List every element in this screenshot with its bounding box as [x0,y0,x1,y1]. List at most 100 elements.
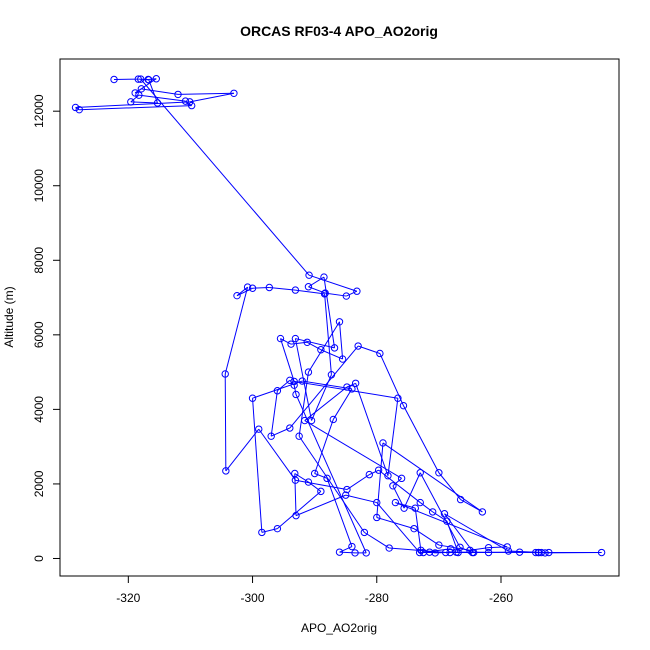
series-line-segment [314,473,328,479]
data-point [248,284,257,292]
series-line-segment [134,88,142,94]
series-line-segment [293,385,297,395]
x-tick-label: -260 [489,591,513,605]
data-point [389,482,397,490]
y-axis: 0 2000 4000 6000 8000 10000 12000 [32,94,61,562]
data-point [304,283,313,291]
series-line-segment [320,349,343,360]
data-point [342,491,350,499]
series-line-segment [130,94,140,103]
series-line-segment [382,442,483,513]
data-point [532,548,540,557]
data-point [305,271,313,279]
series-line-segment [308,321,340,373]
data-point [362,549,370,557]
data-point [258,528,266,537]
data-point [110,75,118,84]
series-line-segment [277,379,291,392]
series-line-segment [346,290,358,297]
data-point [431,549,439,557]
data-point [243,283,252,291]
series-line-segment [419,472,461,548]
series-lines [75,78,602,554]
series-line-segment [345,494,377,504]
series-line-segment [295,338,335,349]
data-point [419,548,428,557]
data-point [342,292,351,300]
series-points [71,75,606,557]
data-point [255,425,263,433]
series-line-segment [339,551,356,554]
data-point [537,548,546,557]
series-line-segment [304,386,348,421]
series-line-segment [339,546,353,553]
series-line-segment [130,101,158,104]
data-point [152,75,160,83]
data-point [304,368,313,376]
data-point [292,511,300,520]
data-point [416,469,424,477]
data-point [327,371,336,379]
data-point [291,286,300,294]
data-point [343,485,351,494]
data-point [335,548,344,556]
data-point [348,385,356,393]
series-line-segment [280,338,295,382]
data-point [410,524,418,533]
data-point [456,543,464,551]
data-point [374,466,383,474]
data-point [71,103,80,112]
data-point [484,548,493,557]
data-point [290,377,298,386]
series-line-segment [178,92,234,95]
data-point [267,432,275,440]
data-point [400,504,408,512]
series-line-segment [295,289,325,295]
data-point [348,542,356,551]
data-point [351,549,359,557]
x-axis: -320 -300 -280 -260 [116,575,513,605]
series-line-segment [323,276,336,348]
series-line-segment [224,373,227,471]
series-line-segment [376,502,421,553]
data-point [428,508,437,516]
data-point [127,98,135,106]
series-line-segment [252,398,263,533]
series-line-segment [141,88,179,95]
data-point [376,349,384,358]
series-line-segment [306,341,322,351]
data-point [503,543,511,551]
data-point [317,346,325,354]
series-line-segment [339,321,344,360]
series-line-segment [392,485,405,509]
data-point [323,474,331,483]
data-point [291,469,299,478]
data-point [321,289,329,297]
series-line-segment [280,338,292,345]
x-axis-label: APO_AO2orig [301,621,377,635]
series-line-segment [295,494,346,517]
data-point [484,543,493,552]
data-point [478,508,487,516]
data-point [187,101,196,110]
series-line-segment [236,286,248,297]
data-point [354,342,362,350]
data-point [233,291,241,300]
data-point [301,416,309,425]
data-point [446,545,455,553]
series-line-segment [392,477,402,487]
series-line-segment [414,508,422,551]
series-line-segment [148,79,158,104]
y-tick-label: 12000 [32,94,46,128]
series-line-segment [277,491,322,530]
series-line-segment [294,338,313,421]
series-line-segment [79,105,192,111]
data-point [468,548,477,557]
series-line-segment [304,420,402,479]
series-line-segment [376,442,384,518]
series-line-segment [261,528,278,533]
series-line-segment [364,531,390,549]
data-point [351,379,360,387]
data-point [248,394,257,402]
series-line-segment [225,428,260,472]
